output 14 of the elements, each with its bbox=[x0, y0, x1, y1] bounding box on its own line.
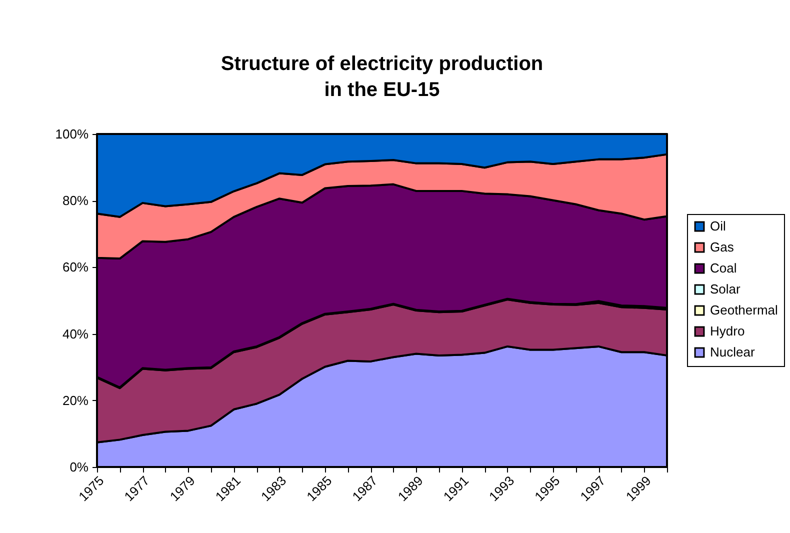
legend-label: Nuclear bbox=[710, 344, 756, 360]
y-tick-label: 80% bbox=[62, 193, 89, 208]
legend-label: Solar bbox=[710, 282, 742, 296]
legend-label: Geothermal bbox=[710, 302, 778, 318]
legend-label: Coal bbox=[710, 260, 737, 276]
y-tick-label: 100% bbox=[55, 126, 89, 142]
chart-title: Structure of electricity production in the EU-15 bbox=[220, 53, 544, 101]
legend-label: Gas bbox=[710, 240, 734, 254]
legend-label: Oil bbox=[710, 218, 726, 234]
y-tick-label: 20% bbox=[62, 392, 89, 408]
y-tick-label: 0% bbox=[70, 460, 89, 474]
y-tick-label: 40% bbox=[62, 326, 89, 342]
legend-label: Hydro bbox=[710, 324, 745, 338]
y-tick-label: 60% bbox=[62, 260, 89, 275]
